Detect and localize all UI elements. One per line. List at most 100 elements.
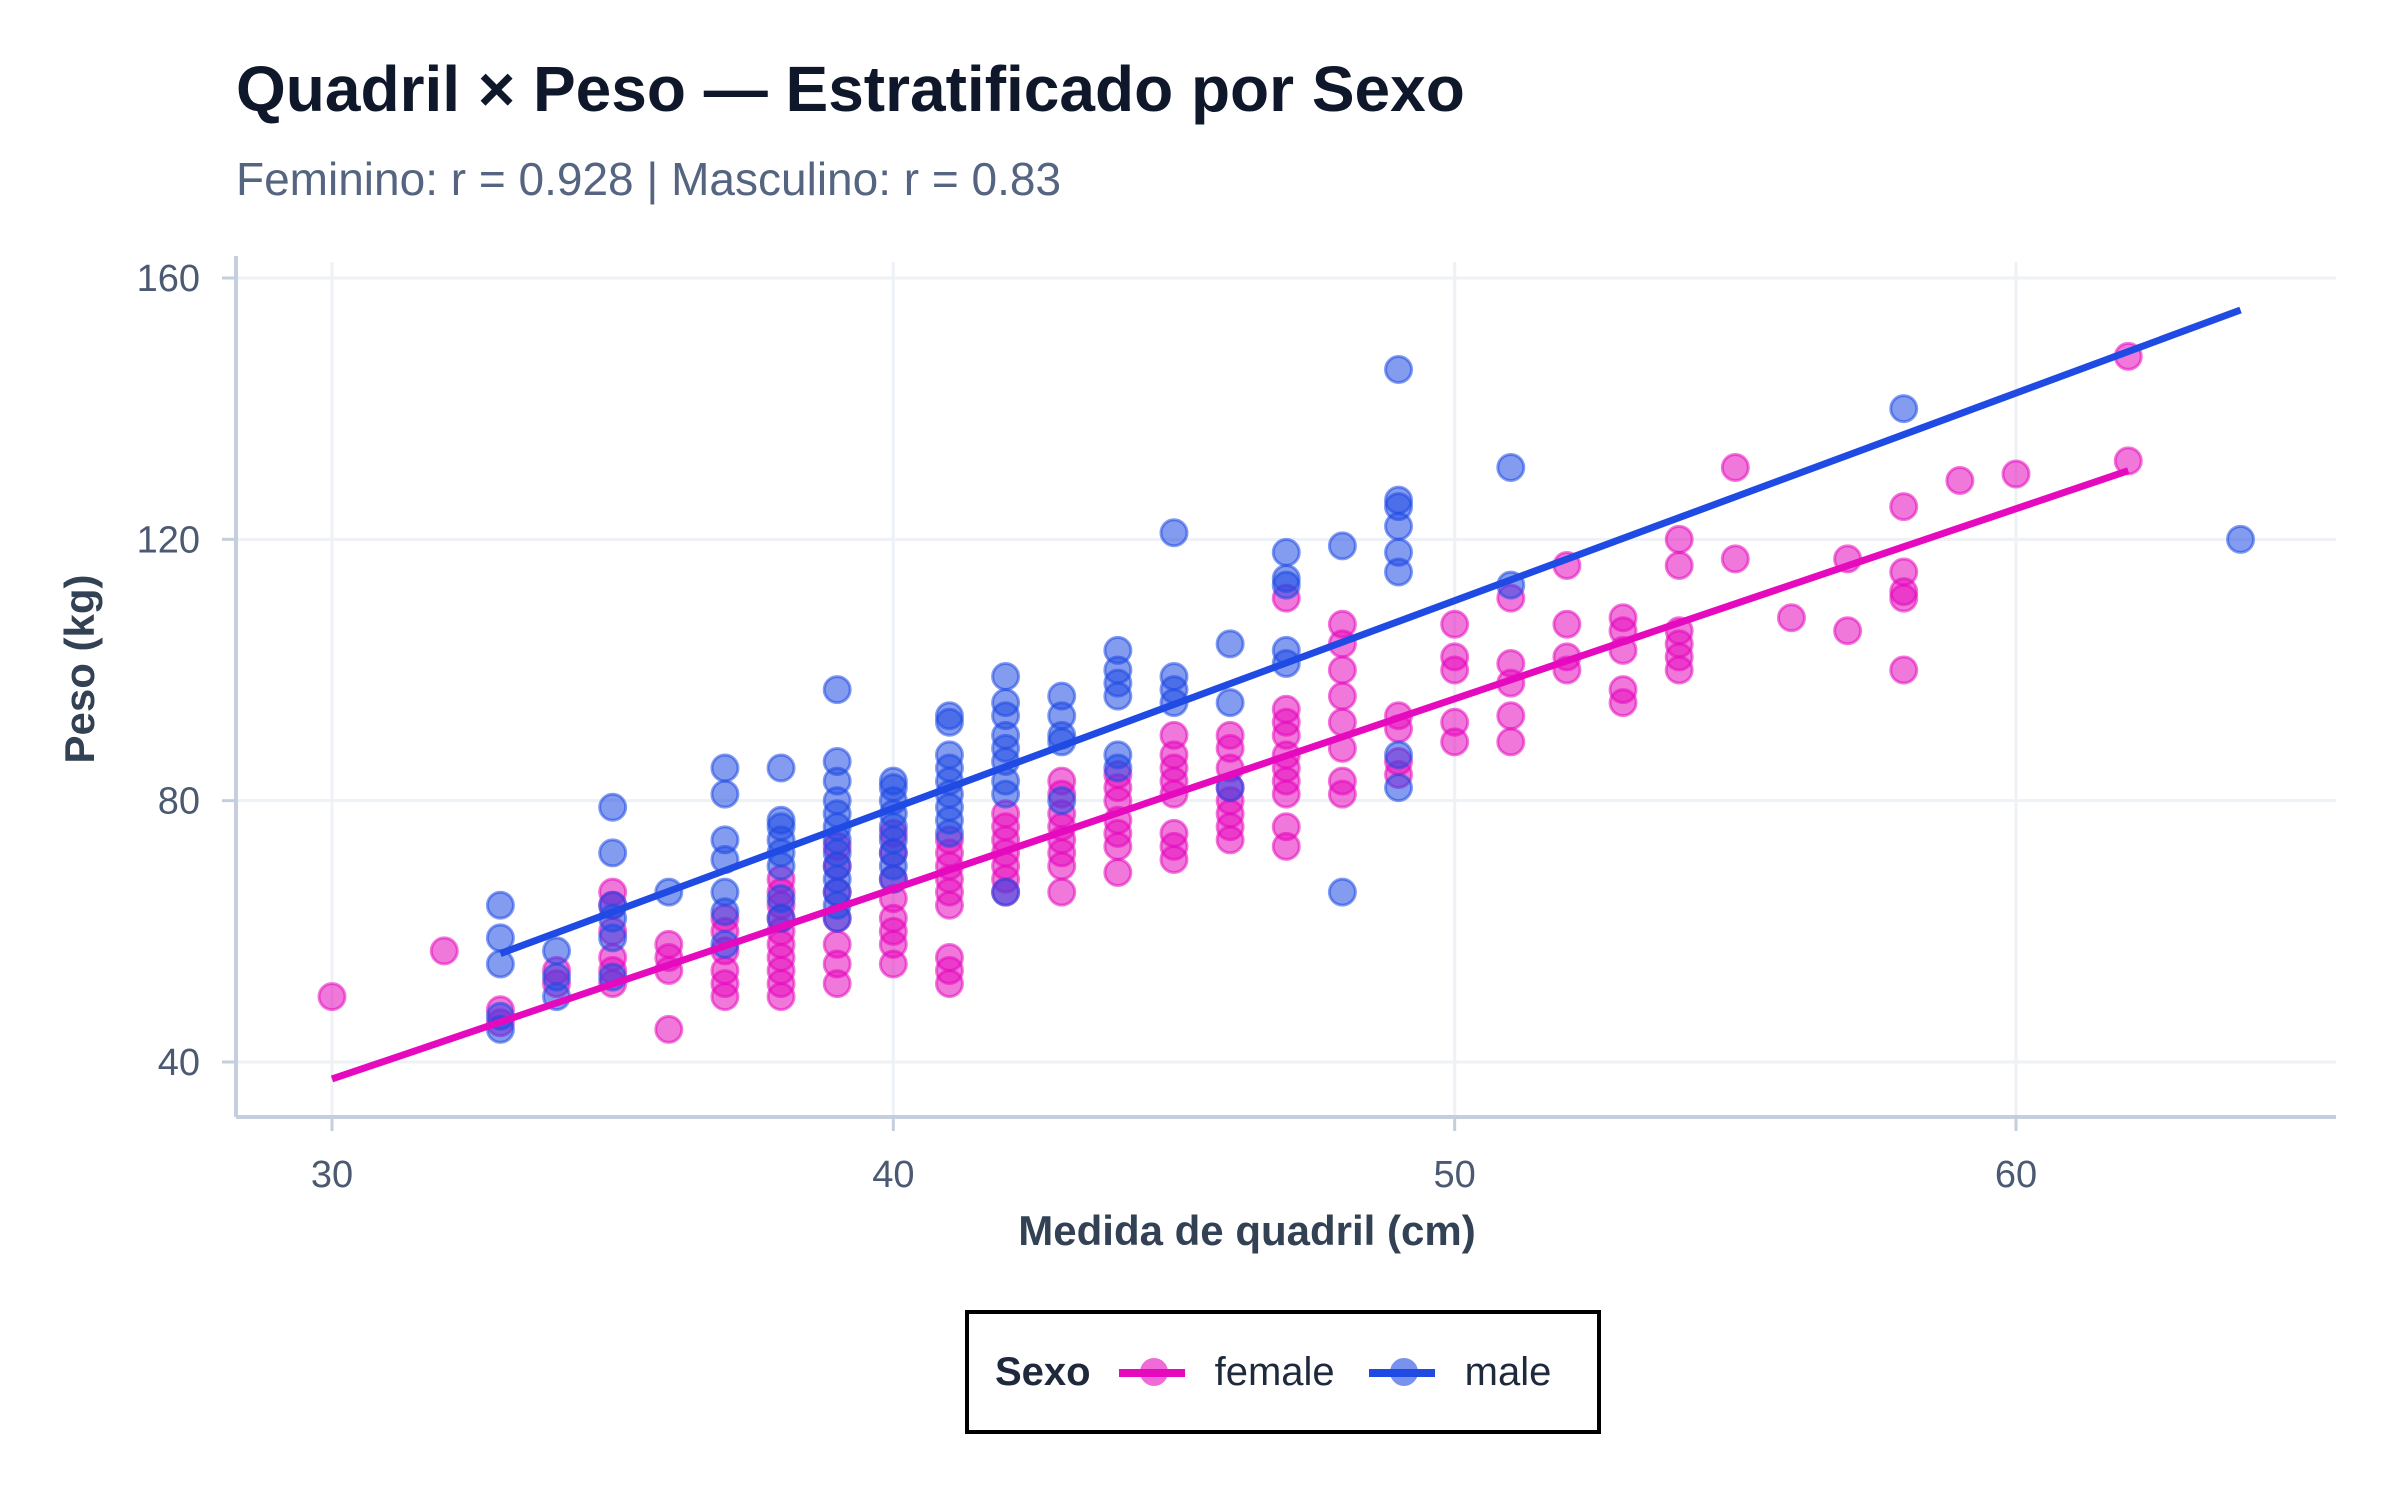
male-point	[1159, 518, 1189, 548]
male-point	[766, 753, 796, 783]
male-point	[766, 851, 796, 881]
male-point	[598, 838, 628, 868]
male-point	[598, 792, 628, 822]
female-point	[1159, 844, 1189, 874]
female-point	[1889, 492, 1919, 522]
chart-title: Quadril × Peso — Estratificado por Sexo	[236, 53, 1465, 125]
x-tick-label: 40	[872, 1154, 914, 1196]
female-point	[2001, 459, 2031, 489]
male-point	[485, 890, 515, 920]
male-point	[485, 949, 515, 979]
female-point	[317, 982, 347, 1012]
male-point	[822, 675, 852, 705]
legend-item-female[interactable]: female	[1118, 1349, 1335, 1395]
male-point	[598, 923, 628, 953]
female-point	[1945, 466, 1975, 496]
male-point	[1384, 354, 1414, 384]
female-point	[429, 936, 459, 966]
male-point	[1215, 688, 1245, 718]
male-point	[710, 779, 740, 809]
female-point	[1327, 681, 1357, 711]
legend: Sexo female male	[965, 1310, 1601, 1434]
female-point	[654, 1014, 684, 1044]
male-point	[1384, 773, 1414, 803]
y-axis-title: Peso (kg)	[56, 574, 103, 763]
female-point	[1496, 701, 1526, 731]
female-point	[1047, 851, 1077, 881]
female-point	[1889, 655, 1919, 685]
y-tick-label: 160	[137, 258, 200, 300]
y-tick-label: 80	[158, 781, 200, 823]
female-point	[1327, 779, 1357, 809]
male-point	[2226, 524, 2256, 554]
male-point	[542, 936, 572, 966]
female-point	[1776, 603, 1806, 633]
legend-title: Sexo	[995, 1349, 1091, 1394]
y-tick-label: 40	[158, 1042, 200, 1084]
male-point	[710, 897, 740, 927]
female-point	[822, 969, 852, 999]
chart-subtitle: Feminino: r = 0.928 | Masculino: r = 0.8…	[236, 153, 1062, 205]
male-point	[991, 877, 1021, 907]
x-axis-title: Medida de quadril (cm)	[1018, 1207, 1475, 1254]
x-tick-label: 60	[1995, 1154, 2037, 1196]
female-point	[1664, 550, 1694, 580]
female-point	[1720, 452, 1750, 482]
y-tick-label: 120	[137, 519, 200, 561]
male-point	[934, 707, 964, 737]
female-point	[1103, 858, 1133, 888]
male-point	[1103, 681, 1133, 711]
female-regression-line	[330, 467, 2130, 1083]
female-point	[1103, 831, 1133, 861]
female-point	[934, 969, 964, 999]
male-point	[1103, 753, 1133, 783]
x-tick-label: 50	[1434, 1154, 1476, 1196]
female-swatch-icon	[1118, 1357, 1185, 1387]
female-point	[1664, 655, 1694, 685]
legend-label-male: male	[1464, 1349, 1552, 1394]
male-point	[1384, 511, 1414, 541]
male-point	[991, 662, 1021, 692]
male-point	[1047, 786, 1077, 816]
male-point	[1271, 537, 1301, 567]
male-point	[1327, 531, 1357, 561]
tick-labels: 30 40 50 60 40 80 120 160	[137, 258, 2038, 1196]
male-point	[1215, 629, 1245, 659]
female-point	[1496, 727, 1526, 757]
regression-lines	[330, 306, 2242, 1083]
female-point	[934, 890, 964, 920]
female-point	[1440, 655, 1470, 685]
female-point	[1664, 524, 1694, 554]
male-point	[1496, 452, 1526, 482]
male-point	[1327, 877, 1357, 907]
male-swatch-icon	[1368, 1357, 1435, 1387]
male-point	[1384, 557, 1414, 587]
female-point	[1608, 688, 1638, 718]
female-point	[1889, 583, 1919, 613]
male-point	[1889, 394, 1919, 424]
female-point	[710, 982, 740, 1012]
female-point	[1440, 609, 1470, 639]
female-point	[1215, 825, 1245, 855]
male-point	[934, 818, 964, 848]
x-tick-label: 30	[311, 1154, 353, 1196]
female-point	[1271, 831, 1301, 861]
female-point	[1720, 544, 1750, 574]
female-point	[1833, 616, 1863, 646]
female-point	[766, 982, 796, 1012]
legend-item-male[interactable]: male	[1368, 1349, 1552, 1395]
legend-label-female: female	[1214, 1349, 1335, 1394]
female-point	[1271, 779, 1301, 809]
male-point	[1384, 740, 1414, 770]
male-point	[991, 779, 1021, 809]
female-point	[1047, 877, 1077, 907]
female-point	[878, 949, 908, 979]
female-point	[1327, 655, 1357, 685]
male-point	[1271, 570, 1301, 600]
male-point	[710, 753, 740, 783]
axes	[222, 256, 2336, 1131]
female-point	[1552, 609, 1582, 639]
male-regression-line	[499, 306, 2242, 957]
female-point	[1440, 727, 1470, 757]
